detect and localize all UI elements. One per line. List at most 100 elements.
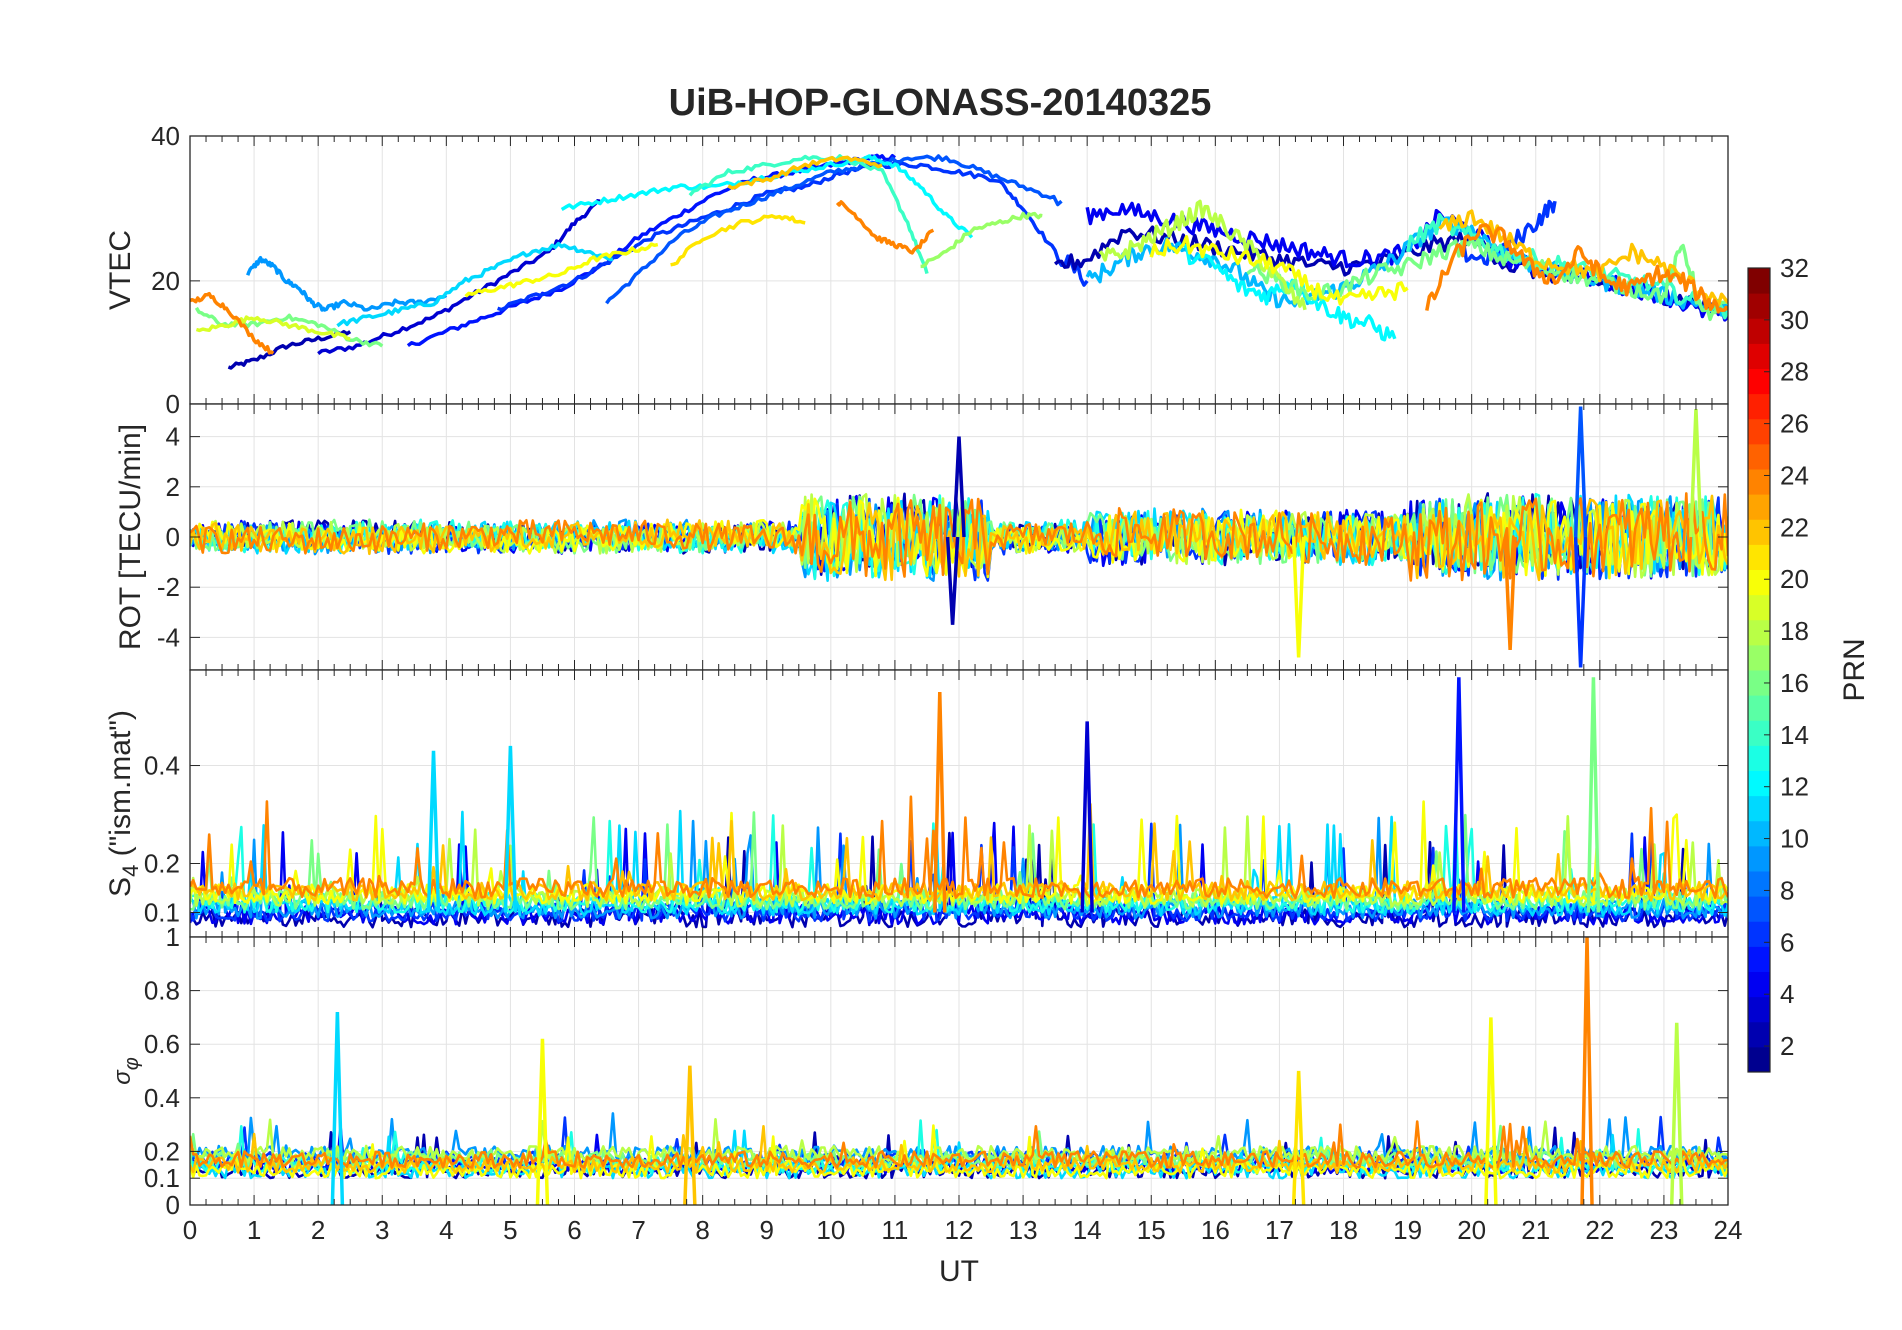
y-axis-label: VTEC	[104, 230, 137, 310]
vtec-series-line	[1098, 199, 1307, 311]
panel-vtec: 20 40 0 VTEC	[104, 121, 1729, 419]
colorbar-segment	[1748, 795, 1770, 822]
colorbar-segment	[1748, 1046, 1770, 1073]
x-tick-label: 23	[1649, 1215, 1678, 1245]
rot-peak	[1573, 536, 1588, 668]
y-tick-label-bottom: 0	[166, 389, 180, 419]
colorbar-segment	[1748, 443, 1770, 470]
rot-peak	[1503, 536, 1517, 651]
x-tick-label: 13	[1009, 1215, 1038, 1245]
colorbar-segment	[1748, 619, 1770, 646]
x-tick-label: 9	[760, 1215, 774, 1245]
x-tick-label: 3	[375, 1215, 389, 1245]
colorbar-tick-label: 8	[1780, 875, 1794, 905]
vtec-series-line	[464, 242, 659, 298]
x-tick-label: 21	[1521, 1215, 1550, 1245]
colorbar-tick-label: 10	[1780, 824, 1809, 854]
colorbar-tick-label: 16	[1780, 668, 1809, 698]
rot-peak	[945, 536, 960, 625]
x-tick-label: 6	[567, 1215, 581, 1245]
series-layer	[190, 677, 1728, 929]
colorbar-segment	[1748, 820, 1770, 847]
colorbar-segment	[1748, 343, 1770, 369]
y-tick-label: 20	[151, 266, 180, 296]
x-tick-label: 14	[1073, 1215, 1102, 1245]
colorbar-tick-label: 32	[1780, 253, 1809, 283]
y-tick-label: 0	[166, 1190, 180, 1220]
x-tick-label: 12	[945, 1215, 974, 1245]
vtec-series-line	[246, 255, 448, 312]
colorbar-segment	[1748, 544, 1770, 570]
y-tick-label: -4	[157, 622, 180, 652]
vtec-series-line	[336, 241, 614, 328]
vtec-series-line	[227, 329, 352, 370]
chart-title: UiB-HOP-GLONASS-20140325	[669, 82, 1212, 124]
colorbar-segment	[1748, 268, 1770, 294]
y-tick-label: 0.8	[144, 976, 180, 1006]
y-tick-label: 0.4	[144, 1083, 180, 1113]
x-tick-label: 17	[1265, 1215, 1294, 1245]
colorbar-segment	[1748, 896, 1770, 922]
s4-peak	[426, 750, 441, 913]
y-tick-label: 0.2	[144, 849, 180, 879]
colorbar-tick-label: 22	[1780, 512, 1809, 542]
s4-series-line	[190, 831, 1728, 929]
x-tick-label: 19	[1393, 1215, 1422, 1245]
vtec-series-line	[1149, 235, 1409, 306]
sigma-peak	[1484, 1017, 1498, 1205]
vtec-series-line	[560, 154, 974, 239]
x-tick-label: 22	[1585, 1215, 1614, 1245]
vtec-series-line	[920, 211, 1043, 269]
rot-series-line	[190, 494, 1728, 582]
x-axis-label: UT	[939, 1255, 979, 1288]
vtec-series-line	[835, 200, 935, 255]
y-tick-label: -2	[157, 572, 180, 602]
y-tick-label: 2	[166, 472, 180, 502]
colorbar-segment	[1748, 469, 1770, 495]
colorbar-segment	[1748, 871, 1770, 897]
x-tick-label: 15	[1137, 1215, 1166, 1245]
x-tick-label: 5	[503, 1215, 517, 1245]
series-layer	[190, 406, 1728, 668]
colorbar-tick-label: 4	[1780, 979, 1794, 1009]
x-tick-label: 16	[1201, 1215, 1230, 1245]
colorbar-segment	[1748, 293, 1770, 319]
vtec-series-line	[195, 315, 351, 341]
s4-peak	[1452, 677, 1466, 913]
panel-s4: 0.1 0.2 0.4S4 ("ism.mat")	[104, 669, 1729, 938]
colorbar-segment	[1748, 594, 1770, 621]
s4-peak	[503, 745, 518, 913]
sigma-peak	[1580, 937, 1594, 1205]
colorbar-tick-label: 20	[1780, 564, 1809, 594]
rot-peak	[1291, 536, 1306, 658]
colorbar-segment	[1748, 695, 1770, 721]
colorbar-label: PRN	[1838, 638, 1871, 701]
y-tick-label-top: 1	[166, 922, 180, 952]
sigma-peak	[1669, 1022, 1684, 1205]
series-layer	[190, 153, 1728, 370]
colorbar-frame	[1747, 267, 1771, 1073]
vtec-series-line	[497, 161, 1089, 312]
colorbar-segment	[1748, 418, 1770, 445]
y-tick-label: 0	[166, 522, 180, 552]
x-tick-label: 2	[311, 1215, 325, 1245]
x-tick-label: 18	[1329, 1215, 1358, 1245]
colorbar-segment	[1748, 996, 1770, 1023]
x-tick-label: 4	[439, 1215, 453, 1245]
s4-peak	[1586, 677, 1601, 913]
colorbar-segment	[1748, 720, 1770, 746]
colorbar-segment	[1748, 519, 1770, 545]
vtec-series-line	[727, 155, 883, 190]
colorbar-tick-label: 28	[1780, 357, 1809, 387]
vtec-series-line	[1438, 209, 1728, 307]
sigma-peak	[535, 1038, 550, 1205]
colorbar-segment	[1748, 393, 1770, 420]
sigma-peak	[330, 1011, 345, 1205]
series-layer	[190, 937, 1728, 1205]
colorbar-segment	[1748, 946, 1770, 972]
y-tick-label: 4	[166, 422, 180, 452]
